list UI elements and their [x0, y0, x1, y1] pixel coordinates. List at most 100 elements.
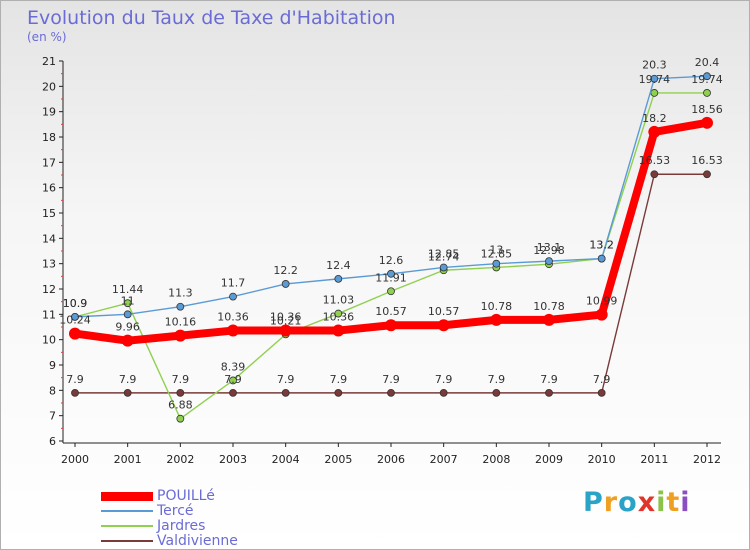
data-point-jardres: [650, 89, 659, 97]
proxiti-logo: Proxiti: [583, 487, 691, 518]
data-point-valdivienne: [334, 388, 343, 397]
y-tick-label: 12: [42, 283, 56, 296]
data-point-pouille: [174, 329, 187, 342]
data-point-pouille: [227, 324, 239, 337]
data-label-terce: 12.85: [428, 247, 460, 260]
data-label-pouille: 10.78: [533, 300, 565, 313]
x-tick-label: 2007: [430, 453, 458, 466]
data-label-valdivienne: 7.9: [540, 373, 558, 386]
x-tick-label: 2004: [272, 453, 300, 466]
data-point-jardres: [176, 414, 185, 423]
y-tick-label: 11: [42, 308, 56, 321]
data-point-valdivienne: [123, 388, 132, 397]
data-point-valdivienne: [650, 170, 659, 179]
x-tick-label: 2003: [219, 453, 247, 466]
data-point-pouille: [385, 319, 397, 332]
x-tick-label: 2000: [61, 453, 89, 466]
legend-swatch: [101, 540, 153, 542]
data-label-jardres: 8.39: [221, 360, 246, 373]
data-label-jardres: 19.74: [639, 73, 671, 86]
y-tick-label: 9: [49, 359, 56, 372]
legend-label: Valdivienne: [157, 533, 238, 549]
data-label-valdivienne: 16.53: [639, 154, 671, 167]
data-point-pouille: [490, 313, 503, 326]
data-label-terce: 10.9: [63, 297, 88, 310]
data-label-jardres: 12.74: [428, 250, 460, 263]
data-label-terce: 13.2: [589, 239, 614, 252]
data-point-terce: [281, 280, 290, 288]
axes: 6 7 8 9 10 11 12 13 14 15 16 17 18 19 20 21 2000 2001 2002…: [42, 55, 721, 466]
x-tick-label: 2001: [114, 453, 142, 466]
data-point-jardres: [123, 299, 132, 308]
data-point-valdivienne: [703, 170, 711, 179]
data-label-pouille: 9.96: [115, 321, 140, 334]
data-point-pouille: [648, 125, 661, 138]
logo-letter: P: [583, 487, 604, 518]
data-point-terce: [334, 274, 343, 283]
data-label-terce: 11.7: [221, 277, 246, 290]
data-point-jardres: [387, 287, 395, 296]
logo-letter: i: [680, 487, 691, 518]
data-label-pouille: 10.36: [270, 311, 302, 324]
data-label-pouille: 10.36: [217, 311, 249, 324]
data-point-jardres: [334, 309, 343, 318]
data-label-valdivienne: 7.9: [488, 373, 506, 386]
logo-letter: i: [656, 487, 667, 518]
legend-swatch: [101, 491, 153, 501]
y-tick-label: 8: [49, 384, 56, 397]
data-point-pouille: [279, 324, 292, 337]
data-point-valdivienne: [597, 388, 606, 397]
data-label-valdivienne: 7.9: [224, 373, 242, 386]
legend-swatch: [101, 510, 153, 512]
y-tick-label: 7: [49, 410, 56, 423]
legend-item-valdivienne: Valdivienne: [101, 533, 238, 549]
data-point-pouille: [332, 324, 345, 337]
data-point-pouille: [437, 319, 450, 332]
data-label-terce: 12.2: [273, 264, 298, 277]
data-point-terce: [492, 259, 501, 268]
data-point-terce: [176, 302, 185, 311]
data-point-jardres: [703, 89, 711, 97]
data-label-valdivienne: 7.9: [119, 373, 137, 386]
legend-swatch: [101, 525, 153, 527]
data-label-valdivienne: 7.9: [382, 373, 400, 386]
data-point-valdivienne: [439, 388, 448, 397]
data-point-terce: [650, 74, 659, 83]
legend-item-terce: Tercé: [101, 503, 194, 519]
data-label-terce: 13: [489, 244, 503, 257]
data-point-terce: [123, 310, 132, 319]
x-tick-label: 2010: [588, 453, 616, 466]
y-tick-label: 15: [42, 207, 56, 220]
logo-letter: t: [666, 487, 681, 518]
data-label-pouille: 10.36: [323, 311, 355, 324]
data-point-pouille: [121, 334, 134, 347]
series-lines: [69, 72, 713, 423]
x-tick-label: 2002: [166, 453, 194, 466]
data-label-valdivienne: 7.9: [435, 373, 453, 386]
data-point-valdivienne: [387, 388, 395, 397]
data-label-pouille: 10.57: [428, 305, 460, 318]
data-point-valdivienne: [545, 388, 553, 397]
data-point-terce: [545, 257, 553, 266]
data-label-valdivienne: 7.9: [172, 373, 190, 386]
data-label-jardres: 11.03: [323, 294, 355, 307]
x-tick-label: 2005: [324, 453, 352, 466]
data-label-jardres: 12.85: [481, 247, 513, 260]
data-label-terce: 11: [121, 294, 135, 307]
x-tick-label: 2008: [482, 453, 510, 466]
data-point-pouille: [543, 313, 555, 326]
x-tick-label: 2011: [640, 453, 668, 466]
data-label-jardres: 19.74: [691, 73, 723, 86]
data-label-pouille: 10.24: [59, 314, 91, 327]
data-label-terce: 12.4: [326, 259, 351, 272]
data-label-pouille: 18.56: [691, 103, 723, 116]
x-tick-label: 2006: [377, 453, 405, 466]
data-point-jardres: [229, 376, 237, 385]
legend-label: Jardres: [157, 518, 206, 534]
y-axis-unit: (en %): [27, 30, 67, 44]
data-label-terce: 12.6: [379, 254, 404, 267]
y-tick-label: 19: [42, 106, 56, 119]
chart-title: Evolution du Taux de Taxe d'Habitation: [27, 7, 396, 29]
